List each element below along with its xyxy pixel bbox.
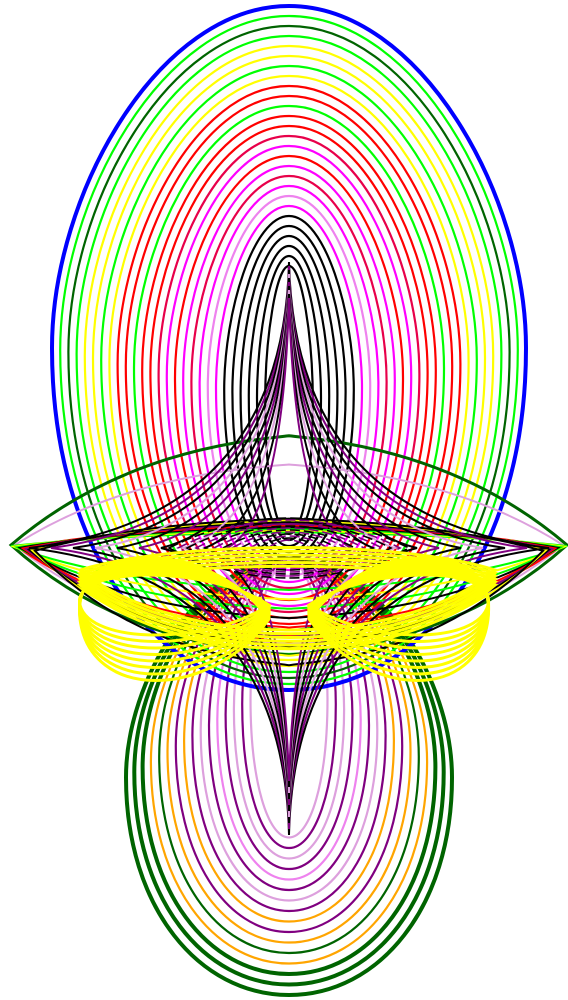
star-curve (202, 293, 376, 788)
yellow-band-curve (76, 564, 499, 651)
upper-oval-curve (49, 3, 529, 693)
star-curve (50, 265, 528, 830)
star-inner-ring (185, 521, 393, 575)
star-curve (94, 273, 484, 818)
star-curve (72, 269, 506, 824)
star-curve (179, 289, 399, 794)
yellow-band-curve (76, 557, 499, 643)
upper-oval-curve (198, 184, 380, 584)
upper-oval-curve (59, 14, 519, 686)
yellow-band-curve (76, 553, 499, 639)
lower-teardrop-curve (166, 558, 412, 944)
lens-curve (17, 526, 561, 620)
star-inner-ring (167, 517, 411, 579)
upper-oval-curve (157, 134, 421, 614)
upper-oval-curve (75, 34, 503, 674)
upper-oval-curve (182, 164, 396, 596)
yellow-band-curve (76, 546, 499, 632)
lower-teardrop-curve (123, 557, 455, 998)
upper-oval-curve (67, 24, 511, 680)
star-curve (116, 277, 462, 812)
star-inner-ring (194, 523, 384, 573)
star-inner-ring (212, 527, 366, 569)
lower-teardrop-curve (140, 557, 438, 977)
upper-oval-curve (247, 244, 331, 548)
star-curve (138, 281, 440, 806)
star-curve (160, 285, 418, 800)
star-curve (28, 261, 550, 836)
upper-oval-curve (141, 114, 437, 626)
upper-oval-curve (190, 174, 388, 590)
upper-oval-curve (165, 144, 413, 608)
central-star-family (28, 261, 550, 836)
star-curve (224, 297, 354, 782)
yellow-loop-family (76, 546, 499, 682)
yellow-band-curve (76, 549, 499, 636)
star-inner-ring (176, 519, 402, 577)
yellow-band-curve (76, 561, 499, 647)
upper-oval-curve (206, 194, 372, 578)
upper-oval-curve (214, 204, 364, 572)
upper-oval-curve (91, 54, 487, 662)
